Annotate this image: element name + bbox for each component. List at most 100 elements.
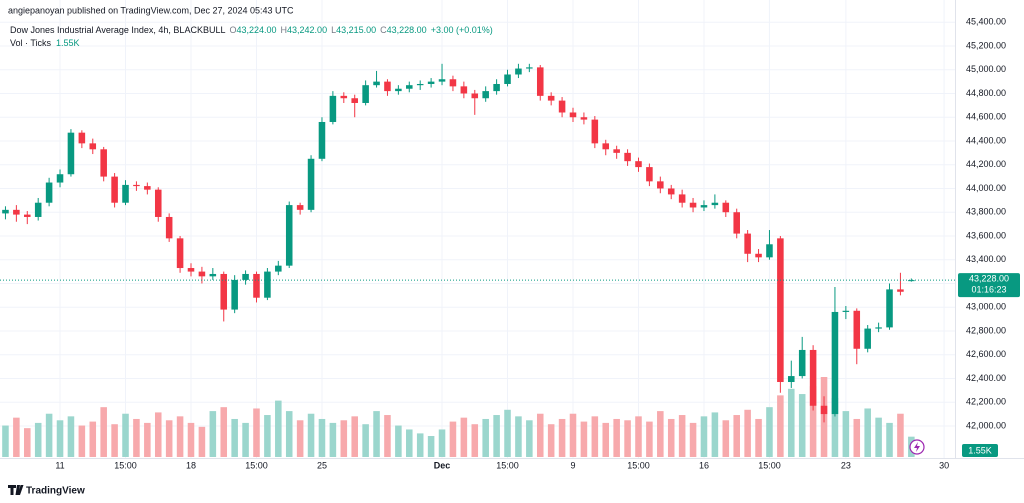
volume-bar bbox=[569, 413, 577, 457]
price-label-box bbox=[958, 273, 1020, 298]
volume-bar bbox=[122, 413, 129, 457]
volume-bar bbox=[384, 415, 391, 457]
candle-body bbox=[406, 85, 413, 89]
volume-bar bbox=[678, 415, 686, 457]
x-tick-label: 9 bbox=[570, 460, 575, 470]
volume-bar bbox=[176, 416, 184, 457]
y-tick-label: 43,800.00 bbox=[966, 207, 1006, 217]
candle-body bbox=[100, 149, 107, 177]
candle-body bbox=[198, 271, 206, 277]
candle-body bbox=[744, 233, 751, 254]
candle-body bbox=[580, 117, 588, 120]
candle-body bbox=[831, 311, 839, 415]
candle-body bbox=[777, 238, 784, 383]
volume-bar bbox=[100, 407, 107, 457]
candle-body bbox=[602, 143, 610, 150]
y-tick-label: 44,400.00 bbox=[966, 135, 1006, 145]
y-tick-label: 43,600.00 bbox=[966, 230, 1006, 240]
x-tick-label: 15:00 bbox=[245, 460, 268, 470]
x-tick-label: 16 bbox=[699, 460, 709, 470]
x-tick-label: 23 bbox=[841, 460, 851, 470]
candle-body bbox=[253, 273, 260, 298]
volume-bar bbox=[264, 415, 271, 457]
volume-bar bbox=[395, 425, 402, 457]
volume-title: Vol · Ticks bbox=[10, 38, 52, 48]
candle-body bbox=[449, 79, 457, 87]
y-tick-label: 44,600.00 bbox=[966, 112, 1006, 122]
volume-bar bbox=[373, 411, 380, 457]
volume-bar bbox=[209, 411, 217, 457]
x-tick-label: 25 bbox=[317, 460, 327, 470]
volume-bar bbox=[646, 421, 653, 457]
y-tick-label: 42,400.00 bbox=[966, 373, 1006, 383]
volume-bar bbox=[89, 421, 97, 457]
candle-body bbox=[56, 174, 64, 183]
candle-body bbox=[646, 167, 653, 182]
volume-bar bbox=[318, 418, 326, 457]
volume-bar bbox=[755, 418, 762, 457]
volume-bar bbox=[416, 433, 424, 457]
candle-body bbox=[111, 176, 118, 203]
candle-body bbox=[78, 132, 86, 144]
candle-body bbox=[820, 405, 828, 415]
volume-bar bbox=[613, 418, 620, 457]
candle-body bbox=[482, 91, 489, 99]
footer-brand: TradingView bbox=[26, 486, 85, 497]
candle-body bbox=[755, 253, 762, 258]
candle-body bbox=[788, 376, 795, 383]
symbol-legend: Dow Jones Industrial Average Index, 4h, … bbox=[10, 25, 493, 35]
volume-bar bbox=[296, 420, 304, 457]
candle-body bbox=[89, 143, 97, 150]
x-tick-label: 15:00 bbox=[114, 460, 137, 470]
candle-body bbox=[700, 205, 708, 208]
volume-bar bbox=[67, 416, 75, 457]
candle-body bbox=[209, 273, 217, 277]
volume-bar bbox=[886, 422, 893, 457]
volume-bar bbox=[657, 411, 664, 457]
change: +3.00 (+0.01%) bbox=[431, 25, 493, 35]
ohlc-key: C bbox=[380, 25, 387, 35]
volume-bar bbox=[78, 425, 86, 457]
candle-body bbox=[471, 93, 479, 99]
y-tick-label: 44,800.00 bbox=[966, 88, 1006, 98]
candle-body bbox=[24, 214, 31, 217]
candle-body bbox=[526, 67, 533, 69]
volume-bar bbox=[2, 425, 9, 457]
volume-bar bbox=[722, 420, 730, 457]
candle-body bbox=[373, 81, 380, 86]
candle-body bbox=[515, 68, 522, 75]
volume-bar bbox=[733, 415, 740, 457]
candle-body bbox=[318, 121, 326, 159]
x-tick-label: Dec bbox=[434, 460, 451, 470]
volume-bar bbox=[471, 424, 479, 457]
volume-bar bbox=[864, 408, 871, 457]
candle-body bbox=[657, 181, 664, 189]
candle-body bbox=[842, 310, 850, 312]
footer-logo: TradingView bbox=[8, 485, 85, 497]
candle-body bbox=[733, 212, 740, 234]
candle-body bbox=[766, 244, 773, 258]
candle-body bbox=[558, 100, 566, 113]
y-tick-label: 45,200.00 bbox=[966, 40, 1006, 50]
volume-bar bbox=[689, 422, 697, 457]
candle-body bbox=[187, 268, 195, 272]
volume-value: 1.55K bbox=[56, 38, 80, 48]
y-tick-label: 42,200.00 bbox=[966, 397, 1006, 407]
ohlc-value: 43,224.00 bbox=[236, 25, 276, 35]
y-tick-label: 42,600.00 bbox=[966, 349, 1006, 359]
y-tick-label: 45,000.00 bbox=[966, 64, 1006, 74]
volume-bar bbox=[406, 429, 413, 457]
volume-bar bbox=[198, 426, 206, 457]
candle-body bbox=[133, 184, 140, 187]
candle-body bbox=[384, 81, 391, 92]
candle-body bbox=[307, 158, 315, 210]
volume-bar bbox=[220, 407, 228, 457]
candle-body bbox=[264, 271, 271, 298]
volume-bar bbox=[711, 412, 719, 457]
volume-bar bbox=[144, 422, 151, 457]
candle-body bbox=[908, 280, 915, 282]
volume-bar bbox=[165, 420, 173, 457]
y-tick-label: 42,000.00 bbox=[966, 420, 1006, 430]
volume-bar bbox=[482, 418, 489, 457]
